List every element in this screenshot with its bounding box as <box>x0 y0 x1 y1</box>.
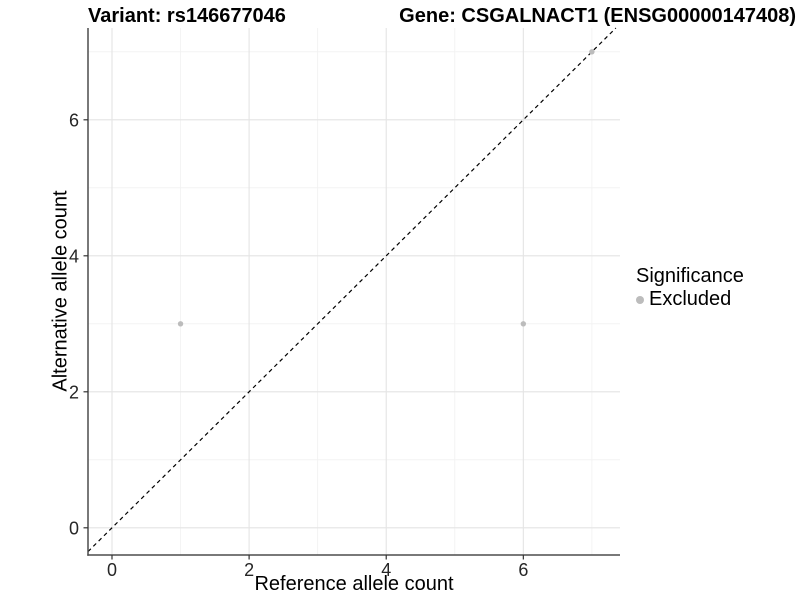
data-point <box>520 321 527 327</box>
grid-minor <box>88 28 620 555</box>
x-tick-label: 2 <box>244 560 254 580</box>
legend-entry-label: Excluded <box>649 288 732 310</box>
grid-major <box>88 28 620 555</box>
legend-title: Significance <box>636 265 744 287</box>
y-tick-label: 4 <box>69 246 79 266</box>
y-axis-title: Alternative allele count <box>49 190 72 392</box>
x-axis-title: Reference allele count <box>254 573 454 595</box>
data-points <box>177 49 595 327</box>
axis-ticks <box>83 119 524 560</box>
x-tick-label: 6 <box>518 560 528 580</box>
data-point <box>177 321 184 327</box>
gene-title: Gene: CSGALNACT1 (ENSG00000147408) <box>399 5 796 27</box>
legend-entry-excluded: Excluded <box>636 288 744 311</box>
y-tick-label: 0 <box>69 518 79 538</box>
excluded-point-icon <box>636 295 644 304</box>
x-tick-label: 0 <box>107 560 117 580</box>
legend: Significance Excluded <box>636 265 744 311</box>
data-point <box>589 49 595 55</box>
x-tick-label: 4 <box>381 560 391 580</box>
variant-title: Variant: rs146677046 <box>88 5 286 27</box>
y-tick-label: 2 <box>69 382 79 402</box>
identity-reference-line <box>87 27 617 553</box>
y-tick-label: 6 <box>69 110 79 130</box>
axis-lines <box>87 28 620 556</box>
tick-labels: 0 2 4 6 0 2 4 6 <box>69 110 528 580</box>
